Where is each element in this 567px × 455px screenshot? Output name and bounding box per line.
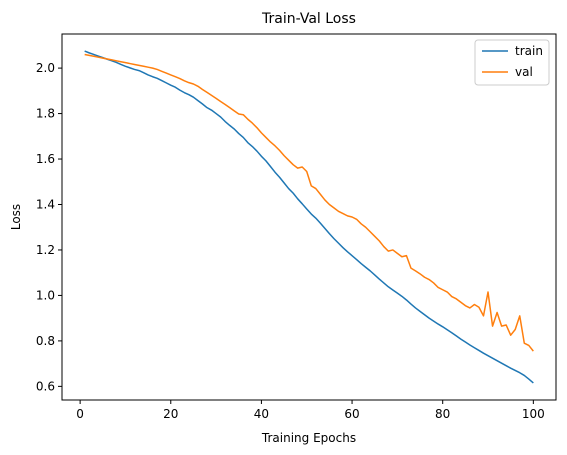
- y-tick-label: 2.0: [36, 61, 55, 75]
- series-line-val: [84, 53, 534, 352]
- y-tick-label: 0.6: [36, 379, 55, 393]
- y-axis: 0.6 0.8 1.0 1.2 1.4 1.6 1.8 2.0: [36, 61, 62, 393]
- y-tick-label: 1.0: [36, 288, 55, 302]
- plot-frame: [61, 33, 557, 401]
- y-tick-label: 1.4: [36, 197, 55, 211]
- x-tick-label: 20: [163, 407, 178, 421]
- legend-label-train: train: [515, 44, 543, 58]
- x-axis: 0 20 40 60 80 100: [76, 400, 545, 421]
- y-tick-label: 0.8: [36, 334, 55, 348]
- plot-area: [84, 50, 534, 384]
- x-tick-label: 100: [522, 407, 545, 421]
- legend: train val: [474, 39, 550, 86]
- y-tick-label: 1.2: [36, 243, 55, 257]
- y-axis-title: Loss: [9, 204, 23, 230]
- chart-title: Train-Val Loss: [261, 11, 356, 27]
- legend-label-val: val: [515, 65, 533, 79]
- series-line-train: [84, 50, 534, 384]
- x-tick-label: 60: [344, 407, 359, 421]
- x-axis-title: Training Epochs: [261, 431, 356, 445]
- x-tick-label: 40: [254, 407, 269, 421]
- y-tick-label: 1.8: [36, 107, 55, 121]
- x-tick-label: 0: [76, 407, 84, 421]
- y-tick-label: 1.6: [36, 152, 55, 166]
- x-tick-label: 80: [435, 407, 450, 421]
